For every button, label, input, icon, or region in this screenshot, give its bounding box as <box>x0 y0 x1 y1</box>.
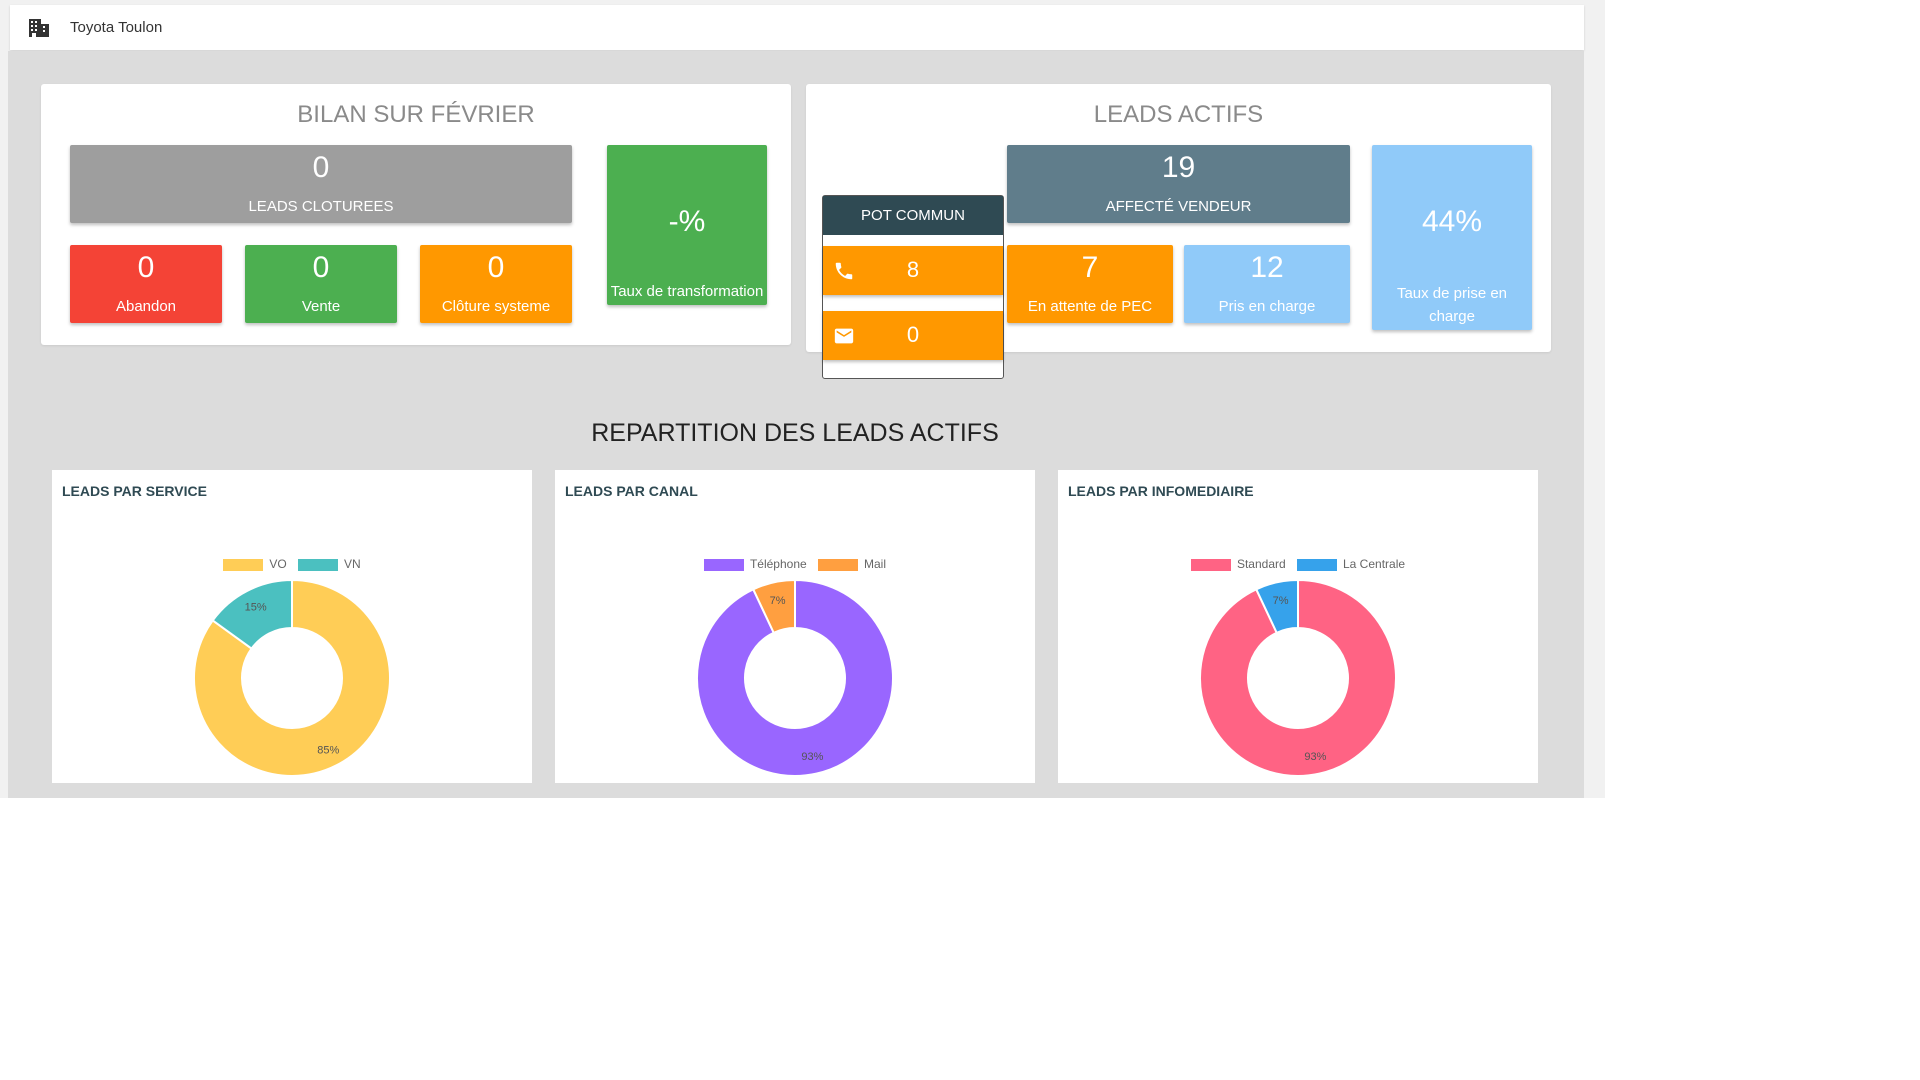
pot-commun-header: POT COMMUN <box>823 196 1003 235</box>
legend-label: VN <box>344 556 361 571</box>
donut-chart[interactable]: 85% 15% <box>192 578 392 778</box>
donut-data-label: 93% <box>1304 751 1326 763</box>
taux-prise-label-line1: Taux de prise en <box>1396 285 1508 302</box>
vente-value: 0 <box>312 251 330 284</box>
legend-label: VO <box>269 556 287 571</box>
pot-commun-mail-value: 0 <box>906 322 920 347</box>
chart-legend: Standard La Centrale <box>1058 556 1538 571</box>
legend-item[interactable]: Standard <box>1190 556 1286 571</box>
vente-label: Vente <box>301 298 341 315</box>
chart-card-infomediaire: LEADS PAR INFOMEDIAIRE Standard La Centr… <box>1058 470 1538 783</box>
taux-prise-value: 44% <box>1421 205 1483 238</box>
legend-item[interactable]: Mail <box>818 557 886 571</box>
donut-data-label: 85% <box>317 744 339 756</box>
donut-chart[interactable]: 93% 7% <box>1198 578 1398 778</box>
bilan-panel: BILAN SUR FÉVRIER 0 LEADS CLOTUREES 0 Ab… <box>41 84 791 345</box>
donut-slice-vo[interactable] <box>193 578 391 777</box>
legend-label: Standard <box>1236 556 1286 571</box>
phone-icon <box>835 262 853 280</box>
abandon-value: 0 <box>137 251 155 284</box>
legend-item[interactable]: La Centrale <box>1297 557 1405 571</box>
top-bar: Toyota Toulon <box>10 5 1584 50</box>
donut-data-label: 7% <box>770 595 786 607</box>
legend-label: Téléphone <box>749 556 807 571</box>
pot-commun-block: POT COMMUN 8 0 <box>822 195 1004 379</box>
donut-slice-mail[interactable] <box>751 578 796 635</box>
vente-tile[interactable]: 0 Vente <box>245 245 397 323</box>
cloture-systeme-label: Clôture systeme <box>441 298 551 315</box>
chart-legend: Téléphone Mail <box>555 556 1035 571</box>
taux-transformation-value: -% <box>668 205 706 238</box>
taux-transformation-tile[interactable]: -% Taux de transformation <box>607 145 767 305</box>
legend-item[interactable]: Téléphone <box>703 556 807 571</box>
legend-item[interactable]: VN <box>298 557 361 571</box>
pot-commun-phone-value: 8 <box>906 257 920 282</box>
donut-slice-vn[interactable] <box>211 578 293 651</box>
abandon-tile[interactable]: 0 Abandon <box>70 245 222 323</box>
legend-swatch <box>818 558 859 571</box>
donut-data-label: 93% <box>801 751 823 763</box>
chart-legend: VO VN <box>52 556 532 571</box>
taux-prise-tile[interactable]: 44% Taux de prise en charge <box>1372 145 1532 330</box>
taux-prise-label-line2: charge <box>1429 308 1475 325</box>
legend-label: La Centrale <box>1343 556 1406 571</box>
pris-en-charge-label: Pris en charge <box>1218 298 1316 315</box>
chart-card-service: LEADS PAR SERVICE VO VN 85% 15% <box>52 470 532 783</box>
chart-card-canal: LEADS PAR CANAL Téléphone Mail 93% 7% <box>555 470 1035 783</box>
repartition-title: REPARTITION DES LEADS ACTIFS <box>591 419 999 447</box>
legend-swatch <box>703 558 744 571</box>
chart-card-title: LEADS PAR CANAL <box>565 483 698 499</box>
building-icon <box>29 19 49 37</box>
leads-actifs-title: LEADS ACTIFS <box>1093 101 1264 128</box>
abandon-label: Abandon <box>115 298 177 315</box>
leads-cloturees-label: LEADS CLOTUREES <box>248 198 394 215</box>
affecte-vendeur-value: 19 <box>1161 151 1196 184</box>
donut-data-label: 15% <box>245 602 267 614</box>
en-attente-value: 7 <box>1081 251 1099 284</box>
cloture-systeme-tile[interactable]: 0 Clôture systeme <box>420 245 572 323</box>
site-title: Toyota Toulon <box>70 19 163 36</box>
affecte-vendeur-tile[interactable]: 19 AFFECTÉ VENDEUR <box>1007 145 1350 223</box>
affecte-vendeur-label: AFFECTÉ VENDEUR <box>1105 198 1252 215</box>
pot-commun-mail-row[interactable]: 0 <box>823 311 1003 360</box>
legend-item[interactable]: VO <box>223 556 287 571</box>
leads-cloturees-tile[interactable]: 0 LEADS CLOTUREES <box>70 145 572 223</box>
donut-slice-la-centrale[interactable] <box>1254 578 1299 635</box>
pot-commun-phone-row[interactable]: 8 <box>823 246 1003 295</box>
legend-swatch <box>223 558 264 571</box>
donut-data-label: 7% <box>1273 595 1289 607</box>
legend-swatch <box>1190 558 1231 571</box>
leads-cloturees-value: 0 <box>312 151 330 184</box>
donut-chart[interactable]: 93% 7% <box>695 578 895 778</box>
pris-en-charge-tile[interactable]: 12 Pris en charge <box>1184 245 1350 323</box>
donut-slice-standard[interactable] <box>1199 578 1397 777</box>
cloture-systeme-value: 0 <box>487 251 505 284</box>
legend-swatch <box>298 558 338 571</box>
legend-label: Mail <box>864 556 887 571</box>
en-attente-label: En attente de PEC <box>1027 298 1153 315</box>
en-attente-tile[interactable]: 7 En attente de PEC <box>1007 245 1173 323</box>
dashboard-content: BILAN SUR FÉVRIER 0 LEADS CLOTUREES 0 Ab… <box>8 51 1584 798</box>
chart-card-title: LEADS PAR SERVICE <box>62 483 207 499</box>
donut-slice-téléphone[interactable] <box>696 578 894 777</box>
taux-transformation-label: Taux de transformation <box>610 283 764 300</box>
legend-swatch <box>1297 558 1337 571</box>
mail-icon <box>834 328 854 344</box>
pris-en-charge-value: 12 <box>1250 251 1284 284</box>
bilan-title: BILAN SUR FÉVRIER <box>297 101 535 128</box>
chart-card-title: LEADS PAR INFOMEDIAIRE <box>1068 483 1254 499</box>
app-window: Toyota Toulon BILAN SUR FÉVRIER 0 LEADS … <box>0 0 1605 798</box>
